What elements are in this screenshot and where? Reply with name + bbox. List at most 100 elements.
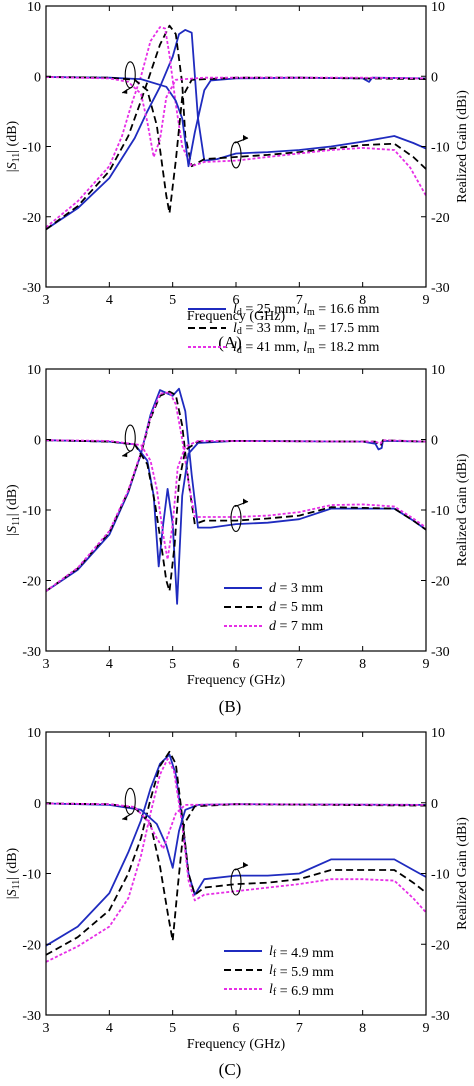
series-line-3: [45, 758, 427, 963]
x-tick-label: 7: [296, 1021, 303, 1036]
y-tick-label-left: 10: [27, 726, 41, 741]
y-tick-label-right: 0: [431, 434, 438, 449]
y-tick-label-left: 10: [27, 363, 41, 378]
panel-label: (B): [219, 697, 242, 716]
y-tick-label-right: -10: [431, 141, 450, 156]
x-tick-label: 6: [233, 293, 240, 308]
s11-curve-marker-ellipse: [124, 424, 136, 452]
series-line-4: [45, 802, 427, 869]
x-tick-label: 9: [423, 293, 430, 308]
y-tick-label-right: -10: [431, 868, 450, 883]
y-tick-label-left: -30: [22, 645, 41, 660]
x-tick-label: 9: [423, 1021, 430, 1036]
y-tick-label-right: -30: [431, 281, 450, 296]
series-line-1: [45, 29, 427, 231]
right-arrowhead-icon: [243, 861, 248, 868]
legend-entry: ld = 25 mm, lm = 16.6 mm: [233, 302, 380, 318]
y-tick-label-left: -20: [22, 211, 41, 226]
chart-panel-3: 3 4 5 6 7 8 9 10 10 0 0 -10 -10 -20 -20 -30 -30 Frequency…: [5, 726, 470, 1079]
series-line-2: [45, 24, 427, 231]
series-line-6: [45, 76, 427, 158]
series-line-5: [45, 76, 427, 215]
plot-frame: [45, 5, 427, 288]
y-axis-label-left: |S11| (dB): [5, 484, 22, 536]
left-arrowhead-icon: [122, 88, 128, 94]
y-tick-label-left: 0: [34, 434, 41, 449]
x-tick-label: 8: [359, 293, 366, 308]
legend-entry: d = 7 mm: [269, 619, 323, 634]
series-line-4: [45, 76, 427, 168]
y-tick-label-left: 0: [34, 70, 41, 85]
series-line-2: [45, 390, 427, 592]
y-tick-label-right: 10: [431, 363, 445, 378]
series-line-5: [45, 802, 427, 942]
x-tick-label: 6: [233, 1021, 240, 1036]
y-tick-label-right: -30: [431, 1009, 450, 1024]
y-tick-label-left: -20: [22, 575, 41, 590]
x-tick-label: 5: [169, 293, 176, 308]
plot-frame: [45, 368, 427, 652]
x-axis-label: Frequency (GHz): [187, 309, 286, 324]
x-tick-label: 3: [43, 293, 50, 308]
left-arrowhead-icon: [122, 815, 128, 821]
y-axis-label-left: |S11| (dB): [5, 847, 22, 899]
y-tick-label-left: -10: [22, 504, 41, 519]
legend-entry: d = 5 mm: [269, 600, 323, 615]
y-tick-label-right: -30: [431, 645, 450, 660]
x-tick-label: 4: [106, 293, 113, 308]
y-tick-label-left: -30: [22, 1009, 41, 1024]
y-tick-label-right: -20: [431, 938, 450, 953]
x-axis-label: Frequency (GHz): [187, 1037, 286, 1052]
y-tick-label-left: -10: [22, 868, 41, 883]
x-tick-label: 8: [359, 657, 366, 672]
y-tick-label-left: -30: [22, 281, 41, 296]
x-tick-label: 7: [296, 657, 303, 672]
legend-entry: d = 3 mm: [269, 581, 323, 596]
legend-entry: ld = 41 mm, lm = 18.2 mm: [233, 340, 380, 356]
x-tick-label: 5: [169, 657, 176, 672]
plot-frame: [45, 731, 427, 1016]
y-axis-label-right: Realized Gain (dBi): [455, 817, 470, 930]
series-line-6: [45, 802, 427, 850]
chart-panel-2: 3 4 5 6 7 8 9 10 10 0 0 -10 -10 -20 -20 -30 -30 Frequency…: [5, 363, 470, 716]
gain-curve-marker-ellipse: [230, 868, 242, 896]
s11-curve-marker-ellipse: [124, 787, 136, 815]
x-tick-label: 5: [169, 1021, 176, 1036]
x-tick-label: 6: [233, 657, 240, 672]
legend-entry: ld = 33 mm, lm = 17.5 mm: [233, 321, 380, 337]
y-tick-label-left: 10: [27, 0, 41, 15]
legend-entry: lf = 5.9 mm: [269, 963, 334, 980]
y-tick-label-right: -20: [431, 575, 450, 590]
series-line-1: [45, 387, 427, 592]
y-axis-label-left: |S11| (dB): [5, 120, 22, 172]
series-line-3: [45, 26, 427, 228]
series-line-6: [45, 439, 427, 561]
y-tick-label-left: 0: [34, 797, 41, 812]
y-tick-label-left: -20: [22, 938, 41, 953]
x-tick-label: 3: [43, 657, 50, 672]
y-tick-label-right: 0: [431, 70, 438, 85]
x-tick-label: 8: [359, 1021, 366, 1036]
y-axis-label-right: Realized Gain (dBi): [455, 90, 470, 203]
gain-curve-marker-ellipse: [230, 504, 242, 533]
chart-panel-1: 3 4 5 6 7 8 9 10 10 0 0 -10 -10 -20 -20 -30 -30 Frequency…: [5, 0, 470, 356]
y-tick-label-right: 0: [431, 797, 438, 812]
right-arrowhead-icon: [243, 134, 248, 141]
legend-entry: lf = 6.9 mm: [269, 982, 334, 999]
y-tick-label-right: -20: [431, 211, 450, 226]
y-tick-label-left: -10: [22, 141, 41, 156]
y-tick-label-right: 10: [431, 0, 445, 15]
x-tick-label: 3: [43, 1021, 50, 1036]
panel-label: (C): [219, 1060, 242, 1079]
left-arrowhead-icon: [122, 452, 128, 458]
x-tick-label: 4: [106, 657, 113, 672]
series-line-4: [45, 439, 427, 605]
x-tick-label: 4: [106, 1021, 113, 1036]
y-axis-label-right: Realized Gain (dBi): [455, 453, 470, 566]
gain-curve-marker-ellipse: [230, 141, 242, 169]
x-axis-label: Frequency (GHz): [187, 673, 286, 688]
legend-entry: lf = 4.9 mm: [269, 944, 334, 961]
x-tick-label: 7: [296, 293, 303, 308]
y-tick-label-right: -10: [431, 504, 450, 519]
